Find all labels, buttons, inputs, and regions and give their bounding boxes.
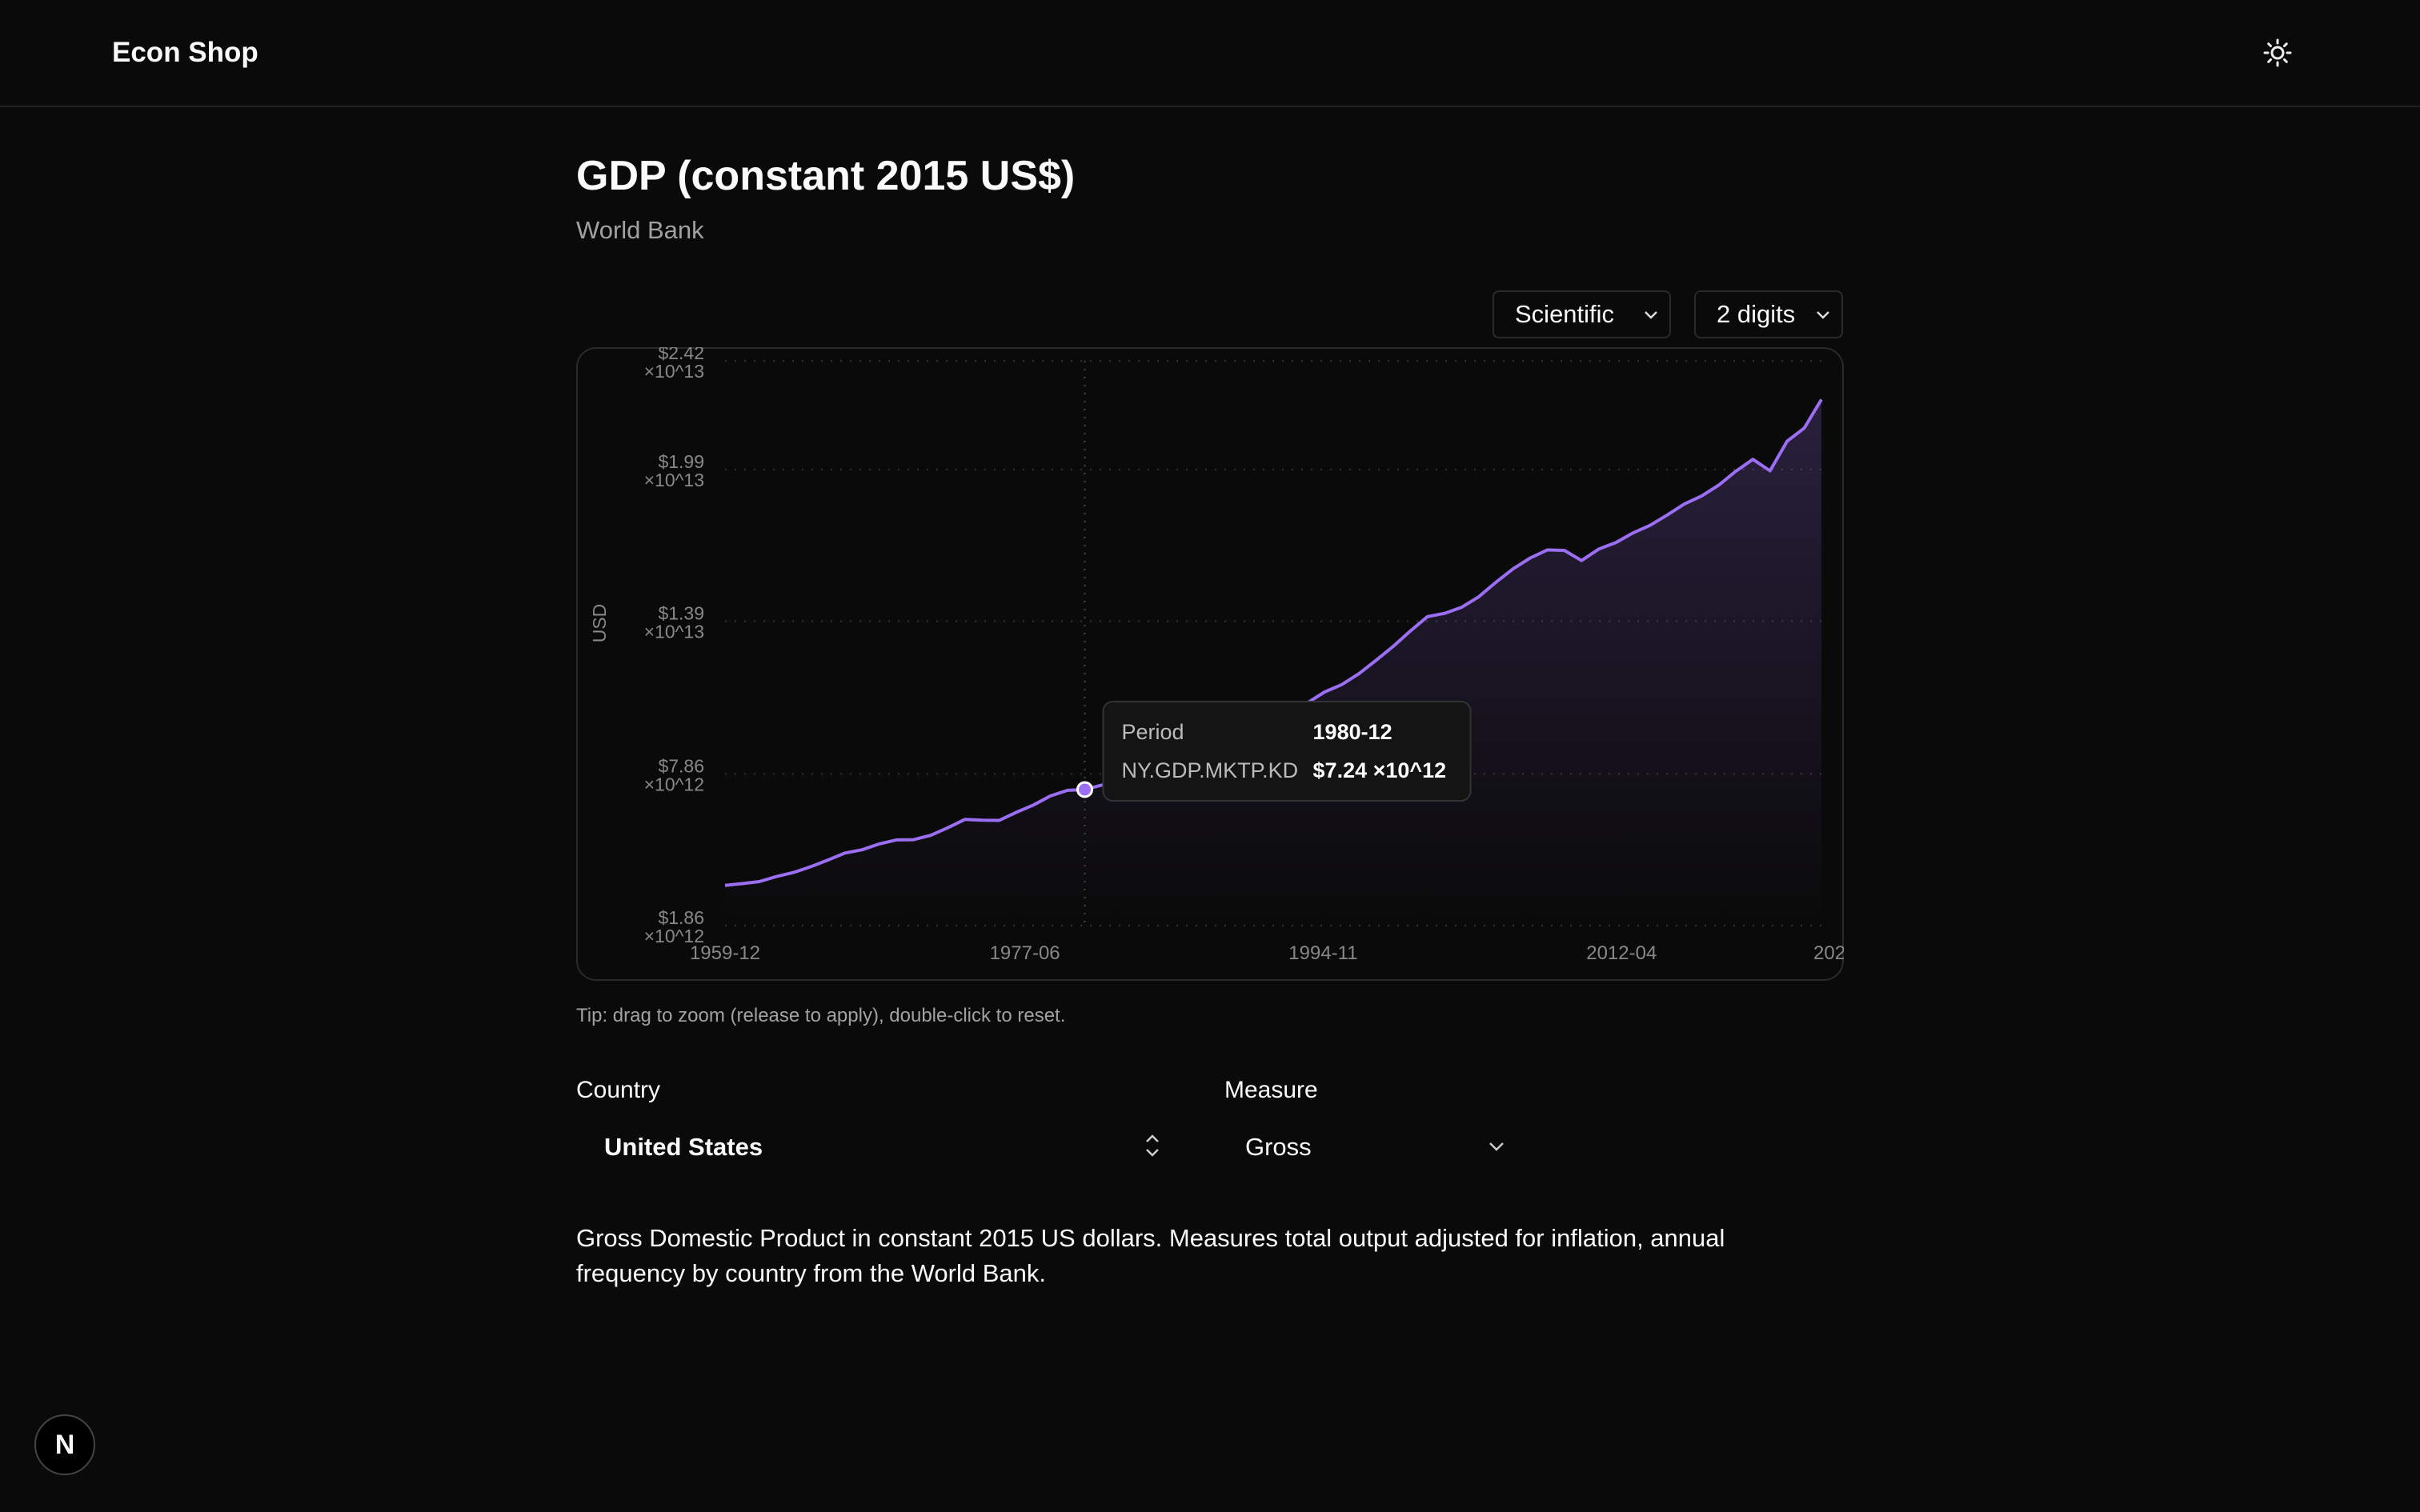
tooltip-value: $7.24 ×10^12 [1313, 758, 1447, 782]
y-axis-label: USD [589, 604, 610, 643]
tooltip [1102, 700, 1472, 802]
measure-label: Measure [1224, 1077, 1318, 1103]
x-tick-label: 1994-11 [1288, 942, 1357, 964]
x-tick-label: 2012-04 [1586, 942, 1657, 964]
notation-select[interactable]: Scientific [1492, 290, 1671, 338]
measure-select[interactable]: Gross [1224, 1120, 1512, 1173]
chart[interactable]: USD $1.86 ×10^12 $7.86 ×10^12 $1.39 ×10^13 $1.… [576, 347, 1844, 981]
chevron [1489, 1142, 1504, 1151]
description: Gross Domestic Product in constant 2015 … [576, 1224, 1725, 1287]
top-bar [0, 0, 2420, 107]
x-tick-label: 1959-12 [690, 942, 760, 964]
page-subtitle: World Bank [576, 216, 704, 244]
country-label: Country [576, 1077, 661, 1103]
tooltip-series: NY.GDP.MKTP.KD [1122, 758, 1299, 782]
hover-point [1076, 781, 1094, 798]
y-tick-label: $2.42 ×10^13 [644, 347, 704, 382]
y-tick-label: $1.39 ×10^13 [644, 603, 704, 642]
measure-value: Gross [1245, 1133, 1312, 1161]
country-select[interactable]: United States [576, 1120, 1168, 1173]
x-tick-label: 2023-12 [1813, 942, 1844, 964]
digits-value: 2 digits [1717, 300, 1796, 328]
x-tick-label: 1977-06 [990, 942, 1060, 964]
country-value: United States [604, 1133, 763, 1161]
page-title: GDP (constant 2015 US$) [576, 153, 1076, 199]
brand[interactable]: Econ Shop [112, 37, 258, 68]
dev-badge[interactable]: N [34, 1414, 95, 1475]
y-tick-label: $1.99 ×10^13 [644, 451, 704, 490]
tooltip-period-label: Period [1122, 720, 1184, 744]
y-tick-label: $7.86 ×10^12 [644, 755, 704, 794]
updown-icon [1146, 1134, 1159, 1157]
theme-toggle[interactable] [2262, 37, 2294, 69]
tooltip-period: 1980-12 [1313, 720, 1392, 744]
digits-select[interactable]: 2 digits [1694, 290, 1843, 338]
y-tick-label: $1.86 ×10^12 [644, 907, 704, 946]
tip: Tip: drag to zoom (release to apply), do… [576, 1005, 1066, 1026]
chevron [1645, 311, 1657, 319]
notation-value: Scientific [1515, 300, 1615, 328]
chevron [1817, 311, 1829, 319]
area [725, 399, 1821, 926]
